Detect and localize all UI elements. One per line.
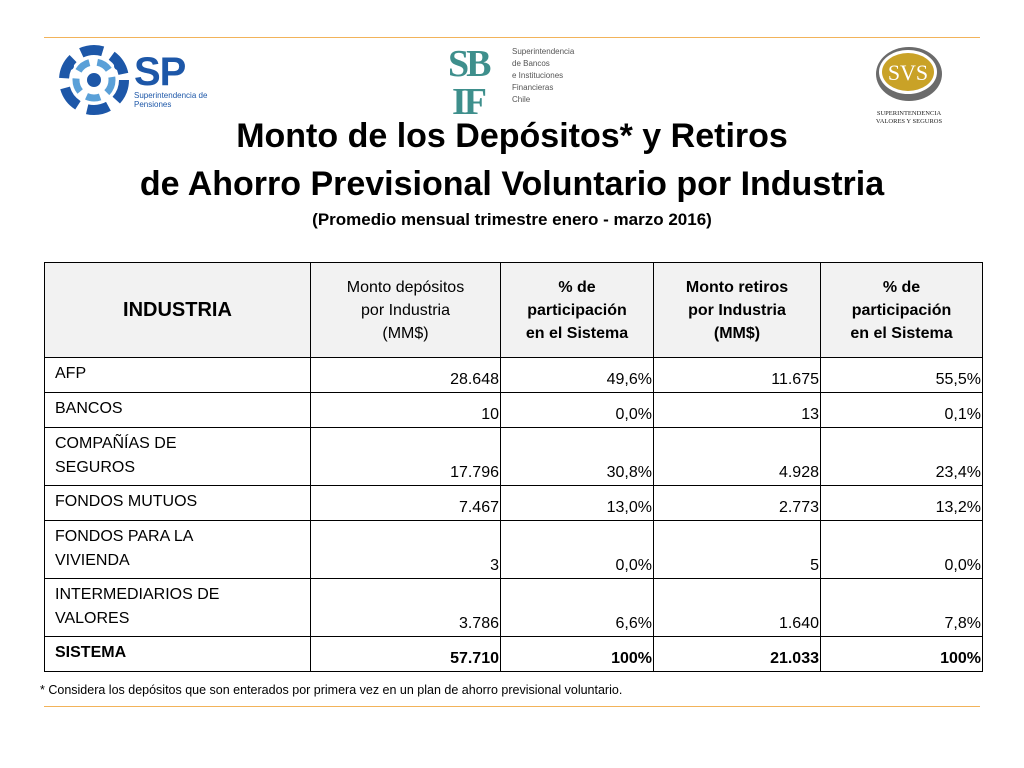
header-line: por Industria: [361, 301, 450, 319]
header-line: % de: [882, 278, 921, 296]
svs-logo: SVS SUPERINTENDENCIA VALORES Y SEGUROS: [868, 42, 950, 130]
header-monto-depositos: Monto depósitos por Industria (MM$): [310, 262, 501, 358]
row-monto-depositos: 10: [310, 392, 501, 428]
footnote: * Considera los depósitos que son entera…: [40, 683, 623, 697]
industry-table: INDUSTRIA Monto depósitos por Industria …: [44, 262, 983, 672]
sbif-line: Superintendencia: [512, 47, 575, 56]
row-monto-depositos: 28.648: [310, 357, 501, 393]
row-monto-depositos: 17.796: [310, 427, 501, 486]
industry-name-line: FONDOS PARA LA: [55, 528, 194, 545]
sbif-line: Chile: [512, 95, 531, 104]
sbif-line: de Bancos: [512, 59, 550, 68]
row-monto-depositos: 3: [310, 520, 501, 579]
svs-subtitle-line: SUPERINTENDENCIA: [876, 110, 942, 117]
row-pct-retiros: 13,2%: [820, 485, 983, 521]
header-monto-retiros: Monto retiros por Industria (MM$): [653, 262, 821, 358]
sbif-logo-text: Superintendencia de Bancos e Institucion…: [512, 46, 592, 106]
svs-logo-subtitle: SUPERINTENDENCIA VALORES Y SEGUROS: [868, 110, 950, 126]
row-pct-retiros: 0,1%: [820, 392, 983, 428]
total-pct-depositos: 100%: [500, 636, 654, 672]
row-industry-name: AFP: [44, 357, 311, 393]
table-row: COMPAÑÍAS DE SEGUROS 17.796 30,8% 4.928 …: [44, 427, 983, 486]
sbif-logo: SB IF Superintendencia de Bancos e Insti…: [446, 44, 586, 116]
header-line: (MM$): [713, 324, 761, 342]
industry-name-line: SEGUROS: [55, 459, 136, 476]
sp-swirl-icon: [59, 45, 129, 115]
header-line: (MM$): [382, 324, 429, 342]
row-industry-name: FONDOS PARA LA VIVIENDA: [44, 520, 311, 579]
svs-logo-text: SVS: [888, 60, 928, 85]
row-monto-retiros: 5: [653, 520, 821, 579]
row-monto-depositos: 3.786: [310, 578, 501, 637]
header-participacion-retiros: % de participación en el Sistema: [820, 262, 983, 358]
header-line: Monto depósitos: [346, 278, 465, 296]
svs-subtitle-line: VALORES Y SEGUROS: [875, 118, 943, 125]
industry-name-line: INTERMEDIARIOS DE: [55, 586, 220, 603]
page-subtitle: (Promedio mensual trimestre enero - marz…: [312, 210, 712, 229]
row-monto-retiros: 11.675: [653, 357, 821, 393]
row-monto-depositos: 7.467: [310, 485, 501, 521]
row-pct-retiros: 23,4%: [820, 427, 983, 486]
industry-name-line: VALORES: [55, 610, 130, 627]
sp-logo: SP Superintendencia de Pensiones: [58, 44, 218, 116]
row-monto-retiros: 1.640: [653, 578, 821, 637]
row-monto-retiros: 2.773: [653, 485, 821, 521]
sbif-line: Financieras: [512, 83, 554, 92]
sp-logo-text: SP: [134, 50, 186, 94]
header-line: en el Sistema: [850, 324, 953, 342]
row-pct-depositos: 49,6%: [500, 357, 654, 393]
page-title-line1: Monto de los Depósitos* y Retiros: [236, 117, 788, 155]
svs-ring-icon: SVS: [876, 47, 942, 101]
row-industry-name: BANCOS: [44, 392, 311, 428]
row-pct-retiros: 7,8%: [820, 578, 983, 637]
table-row: INTERMEDIARIOS DE VALORES 3.786 6,6% 1.6…: [44, 578, 983, 637]
header-industria: INDUSTRIA: [44, 262, 311, 358]
total-monto-depositos: 57.710: [310, 636, 501, 672]
industry-name-line: COMPAÑÍAS DE: [55, 435, 177, 452]
svg-text:IF: IF: [452, 81, 486, 116]
header-participacion-depositos: % de participación en el Sistema: [500, 262, 654, 358]
total-pct-retiros: 100%: [820, 636, 983, 672]
sbif-line: e Instituciones: [512, 71, 564, 80]
table-total-row: SISTEMA 57.710 100% 21.033 100%: [44, 636, 983, 672]
top-divider: [44, 37, 980, 38]
svg-text:SB: SB: [448, 44, 491, 85]
row-pct-depositos: 13,0%: [500, 485, 654, 521]
sp-logo-subtitle: Superintendencia de Pensiones: [134, 91, 208, 109]
table-row: BANCOS 10 0,0% 13 0,1%: [44, 392, 983, 428]
row-pct-depositos: 30,8%: [500, 427, 654, 486]
row-industry-name: INTERMEDIARIOS DE VALORES: [44, 578, 311, 637]
header-line: Monto retiros: [685, 278, 789, 296]
table-row: AFP 28.648 49,6% 11.675 55,5%: [44, 357, 983, 393]
sbif-mark-icon: SB IF: [448, 44, 494, 116]
total-label: SISTEMA: [44, 636, 311, 672]
row-pct-depositos: 0,0%: [500, 392, 654, 428]
bottom-divider: [44, 706, 980, 707]
row-industry-name: COMPAÑÍAS DE SEGUROS: [44, 427, 311, 486]
row-industry-name: FONDOS MUTUOS: [44, 485, 311, 521]
table-row: FONDOS PARA LA VIVIENDA 3 0,0% 5 0,0%: [44, 520, 983, 579]
row-pct-depositos: 6,6%: [500, 578, 654, 637]
row-pct-retiros: 55,5%: [820, 357, 983, 393]
header-line: por Industria: [688, 301, 786, 319]
total-monto-retiros: 21.033: [653, 636, 821, 672]
industry-name-line: VIVIENDA: [55, 552, 130, 569]
table-header-row: INDUSTRIA Monto depósitos por Industria …: [44, 262, 983, 358]
row-monto-retiros: 13: [653, 392, 821, 428]
row-pct-depositos: 0,0%: [500, 520, 654, 579]
header-line: participación: [527, 301, 627, 319]
table-row: FONDOS MUTUOS 7.467 13,0% 2.773 13,2%: [44, 485, 983, 521]
page-title-line2: de Ahorro Previsional Voluntario por Ind…: [139, 165, 885, 203]
header-line: participación: [851, 301, 952, 319]
header-line: % de: [558, 278, 596, 296]
header-line: en el Sistema: [525, 324, 629, 342]
row-monto-retiros: 4.928: [653, 427, 821, 486]
row-pct-retiros: 0,0%: [820, 520, 983, 579]
